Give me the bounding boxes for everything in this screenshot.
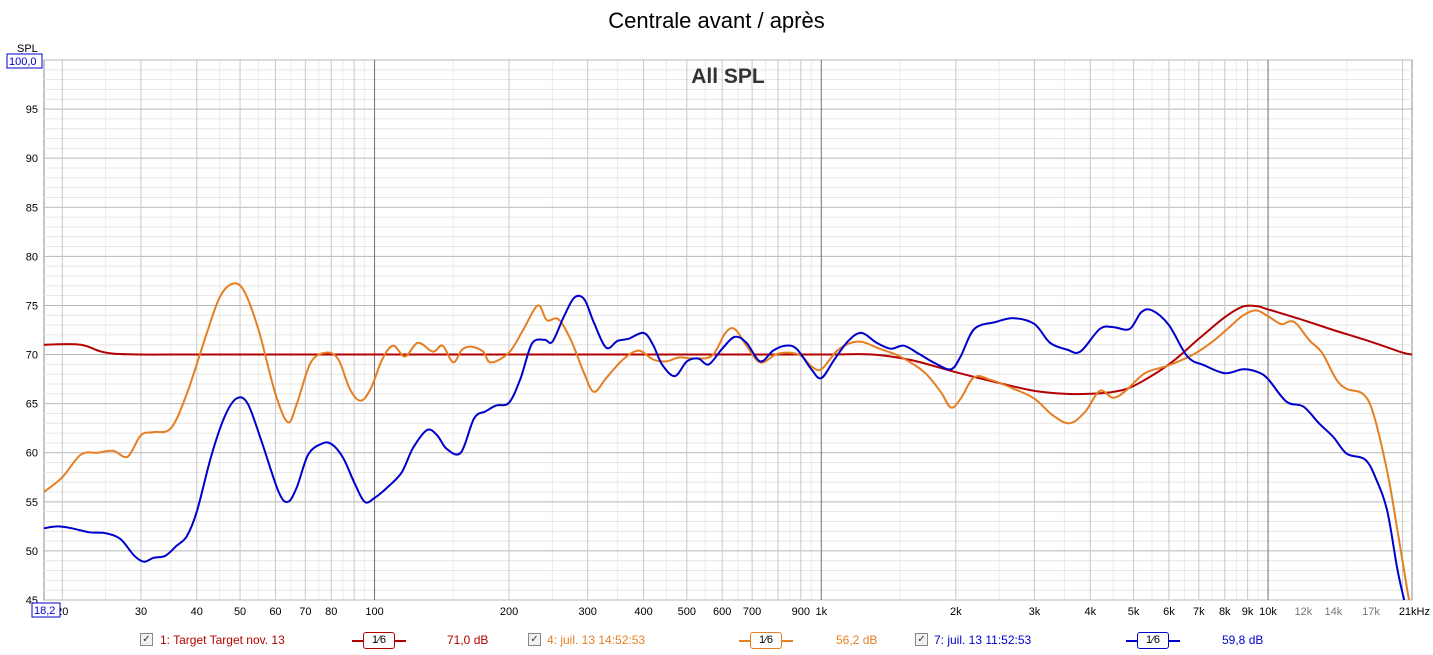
series-line-3	[44, 294, 1406, 600]
y-tick-label: 55	[26, 497, 38, 509]
y-axis-label: SPL	[17, 43, 38, 55]
y-tick-label: 90	[26, 153, 38, 165]
series-7-label: 7: juil. 13 11:52:53	[934, 633, 1032, 647]
x-tick-label: 50	[234, 606, 246, 618]
y-tick-label: 95	[26, 104, 38, 116]
x-tick-label: 700	[743, 606, 761, 618]
x-tick-label: 1k	[815, 606, 827, 618]
x-tick-label: 60	[269, 606, 281, 618]
x-tick-label: 400	[634, 606, 652, 618]
y-tick-label: 70	[26, 350, 38, 362]
x-tick-label: 70	[299, 606, 311, 618]
series-7-checkbox[interactable]: ✓	[915, 633, 928, 646]
x-tick-label: 12k	[1295, 606, 1313, 618]
x-tick-label: 4k	[1084, 606, 1096, 618]
page-title: Centrale avant / après	[608, 8, 825, 33]
series-4-value: 56,2 dB	[836, 633, 878, 647]
series-1-value: 71,0 dB	[447, 633, 489, 647]
series-group	[44, 282, 1412, 600]
x-tick-label: 30	[135, 606, 147, 618]
x-min-label[interactable]: 18,2	[34, 605, 55, 617]
x-tick-label: 500	[678, 606, 696, 618]
series-line-1	[44, 304, 1412, 396]
x-tick-label: 200	[500, 606, 518, 618]
x-tick-label: 9k	[1242, 606, 1254, 618]
series-7-smoothing-button[interactable]: 1⁄6	[1137, 632, 1169, 649]
x-tick-label: 6k	[1163, 606, 1175, 618]
x-tick-label: 7k	[1193, 606, 1205, 618]
x-tick-label: 900	[792, 606, 810, 618]
series-1-checkbox[interactable]: ✓	[140, 633, 153, 646]
x-tick-label: 40	[191, 606, 203, 618]
x-tick-label: 10k	[1259, 606, 1277, 618]
y-tick-label: 80	[26, 251, 38, 263]
chart-subtitle: All SPL	[691, 65, 765, 88]
x-tick-label: 2k	[950, 606, 962, 618]
x-tick-label: 100	[365, 606, 383, 618]
series-4-label: 4: juil. 13 14:52:53	[547, 633, 646, 647]
x-tick-label: 80	[325, 606, 337, 618]
y-tick-label: 65	[26, 399, 38, 411]
x-tick-label: 5k	[1128, 606, 1140, 618]
y-tick-label: 50	[26, 546, 38, 558]
x-tick-label: 300	[579, 606, 597, 618]
series-1-label: 1: Target Target nov. 13	[160, 633, 285, 647]
x-tick-label: 14k	[1324, 606, 1342, 618]
x-tick-label: 17k	[1362, 606, 1380, 618]
y-tick-label: 60	[26, 448, 38, 460]
y-max-box[interactable]	[6, 53, 43, 69]
x-min-box[interactable]	[31, 602, 61, 618]
y-tick-label: 75	[26, 300, 38, 312]
x-tick-label: 8k	[1219, 606, 1231, 618]
y-max-label[interactable]: 100,0	[9, 56, 37, 68]
series-7-value: 59,8 dB	[1222, 633, 1264, 647]
series-1-smoothing-button[interactable]: 1⁄6	[363, 632, 395, 649]
series-line-2	[44, 282, 1411, 600]
series-4-checkbox[interactable]: ✓	[528, 633, 541, 646]
x-tick-label: 3k	[1029, 606, 1041, 618]
x-tick-labels: 20 30 40 50 60 70 80 100 200 300 400 500 600 700 900 1k…	[56, 606, 1430, 618]
series-4-smoothing-button[interactable]: 1⁄6	[750, 632, 782, 649]
x-tick-label: 21kHz	[1399, 606, 1430, 618]
y-tick-label: 85	[26, 202, 38, 214]
x-tick-label: 600	[713, 606, 731, 618]
